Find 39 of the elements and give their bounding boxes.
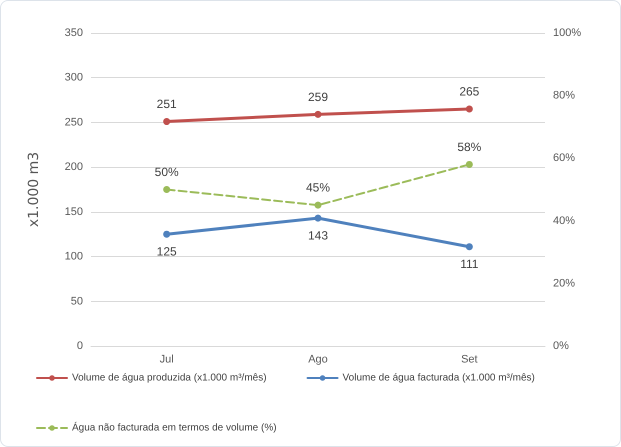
point bbox=[314, 202, 322, 209]
y-tick-label: 300 bbox=[64, 72, 83, 84]
x-tick-label: Set bbox=[461, 354, 478, 366]
y2-tick-label: 20% bbox=[553, 277, 576, 290]
y-tick-label: 0 bbox=[76, 340, 83, 352]
legend-label: Água não facturada em termos de volume (%) bbox=[72, 422, 277, 434]
y-tick-label: 250 bbox=[64, 116, 83, 128]
x-tick-label: Ago bbox=[308, 354, 328, 366]
y-tick-label: 150 bbox=[64, 206, 83, 218]
legend-label: Volume de água facturada (x1.000 m³/mês) bbox=[342, 372, 535, 384]
point bbox=[163, 118, 170, 126]
point bbox=[466, 160, 473, 168]
x-tick-label: Jul bbox=[160, 354, 174, 366]
y2-tick-label: 100% bbox=[553, 27, 582, 39]
data-label: 259 bbox=[308, 90, 328, 104]
data-label: 143 bbox=[308, 228, 328, 243]
point bbox=[314, 110, 322, 118]
data-label: 111 bbox=[460, 257, 479, 272]
data-label: 265 bbox=[459, 84, 480, 99]
point bbox=[314, 214, 322, 222]
point bbox=[163, 186, 170, 193]
point bbox=[466, 243, 473, 250]
y2-tick-label: 40% bbox=[553, 214, 576, 227]
data-label: 251 bbox=[156, 97, 177, 112]
y2-tick-label: 80% bbox=[553, 90, 576, 102]
data-label: 58% bbox=[457, 140, 482, 154]
y-axis-title: x1.000 m3 bbox=[26, 152, 42, 228]
y-tick-label: 200 bbox=[64, 161, 83, 174]
y-tick-label: 350 bbox=[64, 27, 83, 39]
y2-tick-label: 0% bbox=[553, 340, 570, 352]
data-label: 45% bbox=[306, 180, 330, 195]
legend-label: Volume de água produzida (x1.000 m³/mês) bbox=[72, 372, 267, 384]
y2-tick-label: 60% bbox=[553, 152, 576, 164]
y-tick-label: 100 bbox=[64, 250, 83, 263]
point bbox=[163, 230, 170, 238]
point bbox=[466, 106, 473, 113]
data-label: 50% bbox=[154, 165, 179, 179]
data-label: 125 bbox=[156, 244, 177, 259]
y-tick-label: 50 bbox=[70, 295, 83, 308]
